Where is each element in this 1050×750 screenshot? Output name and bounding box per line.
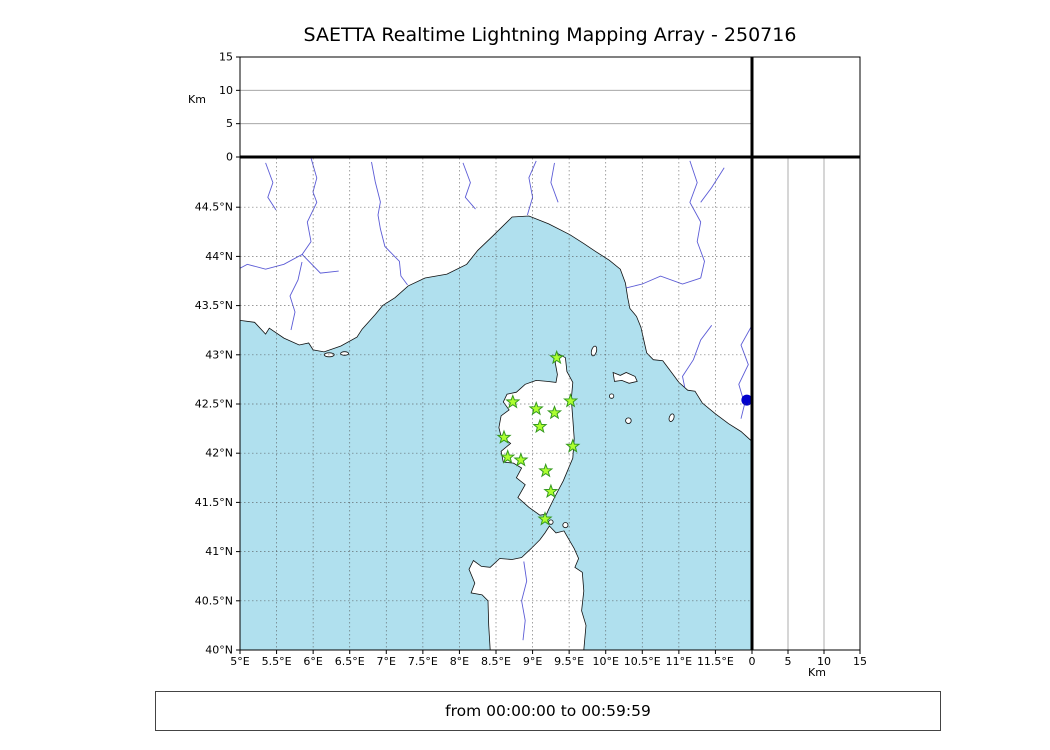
right-panel-background — [752, 158, 860, 650]
river-path — [301, 254, 339, 274]
station-marker — [543, 483, 559, 498]
alt-tick-label: 10 — [219, 84, 233, 97]
lon-tick-label: 10°E — [592, 655, 618, 668]
station-marker — [528, 400, 544, 416]
river-path — [462, 162, 476, 210]
axis-labels: 5°E 5.5°E 6°E 6.5°E 7°E 7.5°E 8°E 8.5°E 9°E 9.5°E… — [188, 51, 867, 680]
station-marker — [500, 449, 516, 464]
maddalena-island — [562, 522, 569, 529]
lat-tick-label: 43.5°N — [195, 299, 233, 312]
alt-tick-label: 0 — [226, 151, 233, 164]
station-marker — [565, 438, 581, 453]
alt-tick-label: 10 — [817, 655, 831, 668]
port-cros-island — [340, 351, 350, 356]
corner-panel-background — [752, 57, 860, 157]
alt-tick-label: 5 — [785, 655, 792, 668]
lon-tick-label: 5°E — [230, 655, 249, 668]
lake-markers — [741, 394, 752, 406]
rivers — [240, 158, 752, 641]
pianosa-island — [608, 393, 615, 399]
station-marker — [496, 429, 512, 444]
lon-tick-label: 6.5°E — [335, 655, 365, 668]
map-gridlines — [240, 158, 752, 650]
lat-tick-label: 42°N — [205, 447, 233, 460]
station-marker — [532, 418, 548, 434]
lat-tick-label: 43°N — [205, 348, 233, 361]
map-panel — [239, 157, 753, 651]
lon-tick-label: 8°E — [450, 655, 469, 668]
right-km-axis-label: Km — [808, 666, 826, 679]
lon-tick-label: 6°E — [303, 655, 322, 668]
giglio-island — [668, 413, 675, 422]
lon-tick-label: 11°E — [666, 655, 692, 668]
lat-tick-label: 44°N — [205, 250, 233, 263]
river-path — [371, 161, 408, 286]
right-panel-gridlines — [787, 158, 825, 650]
river-path — [240, 158, 318, 270]
top-altitude-panel — [239, 56, 753, 158]
river-path — [689, 160, 705, 279]
alt-tick-label: 15 — [219, 51, 233, 64]
lon-tick-label: 5.5°E — [262, 655, 292, 668]
top-panel-background — [240, 57, 752, 157]
lat-tick-label: 41.5°N — [195, 496, 233, 509]
alt-tick-label: 15 — [853, 655, 867, 668]
top-km-axis-label: Km — [188, 93, 206, 106]
corsica-island — [498, 353, 575, 516]
alt-tick-label: 0 — [749, 655, 756, 668]
station-marker — [549, 349, 565, 365]
chart-title: SAETTA Realtime Lightning Mapping Array … — [303, 24, 797, 46]
river-path — [550, 162, 559, 203]
station-markers — [496, 349, 581, 526]
lavezzi-island — [548, 519, 554, 525]
time-window-label: from 00:00:00 to 00:59:59 — [445, 702, 651, 720]
mainland-coast — [240, 158, 752, 442]
lon-tick-label: 7°E — [377, 655, 396, 668]
panel-separators — [240, 57, 860, 650]
lon-tick-label: 9.5°E — [554, 655, 584, 668]
lat-tick-label: 41°N — [205, 545, 233, 558]
river-path — [682, 325, 713, 388]
river-path — [738, 325, 752, 419]
lat-tick-label: 42.5°N — [195, 398, 233, 411]
lat-tick-label: 40.5°N — [195, 594, 233, 607]
lat-tick-label: 40°N — [205, 644, 233, 657]
landmasses — [240, 158, 752, 650]
station-marker — [513, 452, 529, 467]
top-panel-gridlines — [240, 89, 752, 125]
station-marker — [537, 511, 553, 526]
right-altitude-panel — [751, 157, 861, 651]
station-marker — [563, 393, 579, 408]
lon-tick-label: 8.5°E — [481, 655, 511, 668]
river-path — [521, 561, 528, 641]
lon-tick-label: 7.5°E — [408, 655, 438, 668]
lon-tick-label: 11.5°E — [697, 655, 734, 668]
lake-bolsena-marker — [741, 394, 752, 406]
lon-tick-label: 9°E — [523, 655, 542, 668]
station-marker — [538, 462, 554, 478]
elba-island — [612, 371, 638, 384]
axis-ticks — [236, 56, 861, 654]
river-path — [700, 167, 725, 203]
time-window-box: from 00:00:00 to 00:59:59 — [155, 691, 941, 731]
station-marker — [546, 404, 563, 420]
lat-tick-label: 44.5°N — [195, 201, 233, 214]
river-path — [265, 162, 277, 211]
sardinia-island — [468, 525, 587, 650]
lon-tick-label: 10.5°E — [624, 655, 661, 668]
river-path — [289, 261, 303, 331]
montecristo-island — [625, 417, 632, 424]
river-path — [526, 160, 537, 216]
station-marker — [505, 394, 521, 409]
river-path — [626, 275, 701, 289]
corner-panel — [751, 56, 861, 158]
capraia-island — [590, 345, 598, 357]
alt-tick-label: 5 — [226, 117, 233, 130]
